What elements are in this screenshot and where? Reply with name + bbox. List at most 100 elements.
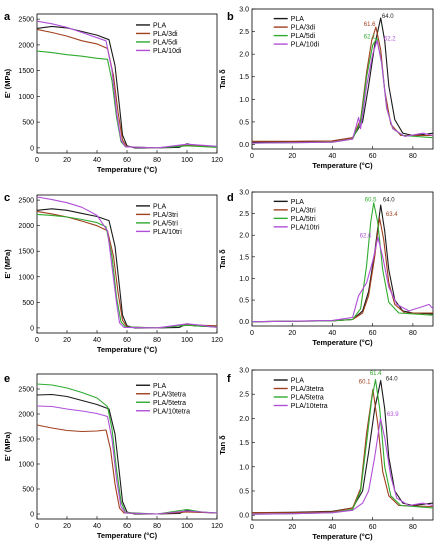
legend-label: PLA/3tetra xyxy=(153,391,186,398)
series-line-pla xyxy=(36,25,218,149)
legend-label: PLA/10tri xyxy=(291,224,320,231)
x-tick-label: 80 xyxy=(153,157,161,164)
x-axis-title: Temperature (°C) xyxy=(312,161,373,170)
peak-annotation: 62.6 xyxy=(360,233,372,239)
x-tick-label: 60 xyxy=(369,330,377,337)
y-tick-label: 0 xyxy=(30,145,34,152)
y-tick-label: 1500 xyxy=(18,249,34,256)
y-tick-label: 0.5 xyxy=(239,119,249,126)
y-tick-label: 0.5 xyxy=(239,298,249,305)
series-line-pla xyxy=(36,393,218,515)
x-tick-label: 80 xyxy=(409,524,417,531)
x-tick-label: 60 xyxy=(123,337,131,344)
legend-label: PLA/10di xyxy=(291,42,320,49)
y-tick-label: 2000 xyxy=(18,412,34,419)
series-line-pla-3tri xyxy=(36,210,218,329)
panel-d: d 0 20 40 60 80 0.0 0.5 1.0 1.5 2.0 2.5 3.0 Temperatu… xyxy=(218,190,434,347)
panel-letter: b xyxy=(227,11,234,23)
series-line-pla-10di xyxy=(36,20,218,149)
series-line-pla-5di xyxy=(36,50,218,149)
x-tick-label: 20 xyxy=(63,157,71,164)
y-tick-label: 0 xyxy=(30,512,34,519)
x-tick-label: 20 xyxy=(63,523,71,530)
peak-annotation: 63.4 xyxy=(386,212,398,218)
legend-label: PLA xyxy=(291,378,305,385)
y-axis-title: Tan δ xyxy=(218,69,227,89)
legend-label: PLA xyxy=(153,203,167,210)
peak-annotation: 62.2 xyxy=(384,37,396,43)
legend-label: PLA/3tri xyxy=(291,207,316,214)
y-tick-label: 1.0 xyxy=(239,276,249,283)
y-tick-label: 1.0 xyxy=(239,97,249,104)
y-tick-label: 1.5 xyxy=(239,254,249,261)
x-tick-label: 20 xyxy=(288,330,296,337)
series-line-pla-10di xyxy=(251,40,434,144)
plot-frame xyxy=(251,8,434,150)
series-line-pla-10tri xyxy=(251,236,434,323)
x-tick-label: 120 xyxy=(211,523,223,530)
legend-label: PLA/5tetra xyxy=(291,395,324,402)
x-tick-label: 0 xyxy=(35,337,39,344)
series-line-pla-5tri xyxy=(251,202,434,323)
x-tick-label: 100 xyxy=(181,157,193,164)
y-tick-label: 0.0 xyxy=(239,142,249,149)
series-line-pla xyxy=(251,204,434,323)
x-tick-label: 120 xyxy=(211,337,223,344)
y-tick-label: 1.5 xyxy=(239,440,249,447)
x-tick-label: 100 xyxy=(181,523,193,530)
plot-frame xyxy=(251,191,434,327)
x-tick-label: 0 xyxy=(35,523,39,530)
x-tick-label: 60 xyxy=(369,153,377,160)
x-tick-label: 60 xyxy=(369,524,377,531)
y-tick-label: 0 xyxy=(30,325,34,332)
panel-f: f 0 20 40 60 80 0.0 0.5 1.0 1.5 2.0 2.5 3.0 Temperatu… xyxy=(218,368,434,541)
y-tick-label: 2500 xyxy=(18,17,34,24)
peak-annotation: 62.1 xyxy=(364,34,376,40)
y-tick-label: 3.0 xyxy=(239,190,249,197)
panel-letter: e xyxy=(4,373,10,385)
legend-label: PLA xyxy=(153,383,167,390)
y-axis-title: E' (MPa) xyxy=(3,68,12,98)
y-tick-label: 2.0 xyxy=(239,233,249,240)
peak-annotation: 61.6 xyxy=(364,22,376,28)
series-line-pla xyxy=(251,380,434,514)
series-line-pla xyxy=(36,208,218,329)
peak-annotation: 64.0 xyxy=(383,198,395,204)
x-axis-title: Temperature (°C) xyxy=(312,338,373,347)
y-tick-label: 1.0 xyxy=(239,464,249,471)
x-tick-label: 60 xyxy=(123,523,131,530)
series-line-pla-3di xyxy=(36,28,218,149)
y-tick-label: 1000 xyxy=(18,94,34,101)
y-tick-label: 0.0 xyxy=(239,513,249,520)
panel-letter: f xyxy=(227,373,231,385)
x-axis-title: Temperature (°C) xyxy=(97,531,158,540)
series-line-pla-10tri xyxy=(36,196,218,329)
y-tick-label: 1000 xyxy=(18,274,34,281)
x-tick-label: 40 xyxy=(329,524,337,531)
series-line-pla-3di xyxy=(252,26,433,142)
y-tick-label: 3.0 xyxy=(239,7,249,14)
x-tick-label: 60 xyxy=(123,157,131,164)
x-tick-label: 80 xyxy=(409,330,417,337)
legend-label: PLA/10tetra xyxy=(153,408,190,415)
y-tick-label: 2.5 xyxy=(239,211,249,218)
x-tick-label: 40 xyxy=(93,337,101,344)
legend-label: PLA/3tri xyxy=(153,212,178,219)
y-tick-label: 3.0 xyxy=(239,368,249,375)
peak-annotation: 64.0 xyxy=(386,377,398,383)
y-tick-label: 2500 xyxy=(18,198,34,205)
series-line-pla-10tetra xyxy=(251,417,434,515)
y-tick-label: 0.5 xyxy=(239,488,249,495)
peak-annotation: 60.5 xyxy=(365,198,377,204)
series-line-pla-10tetra xyxy=(36,405,218,515)
peak-annotation: 60.1 xyxy=(359,380,371,386)
legend-label: PLA/5tri xyxy=(153,220,178,227)
legend-label: PLA/10tri xyxy=(153,229,182,236)
x-tick-label: 0 xyxy=(250,524,254,531)
y-tick-label: 500 xyxy=(22,300,34,307)
